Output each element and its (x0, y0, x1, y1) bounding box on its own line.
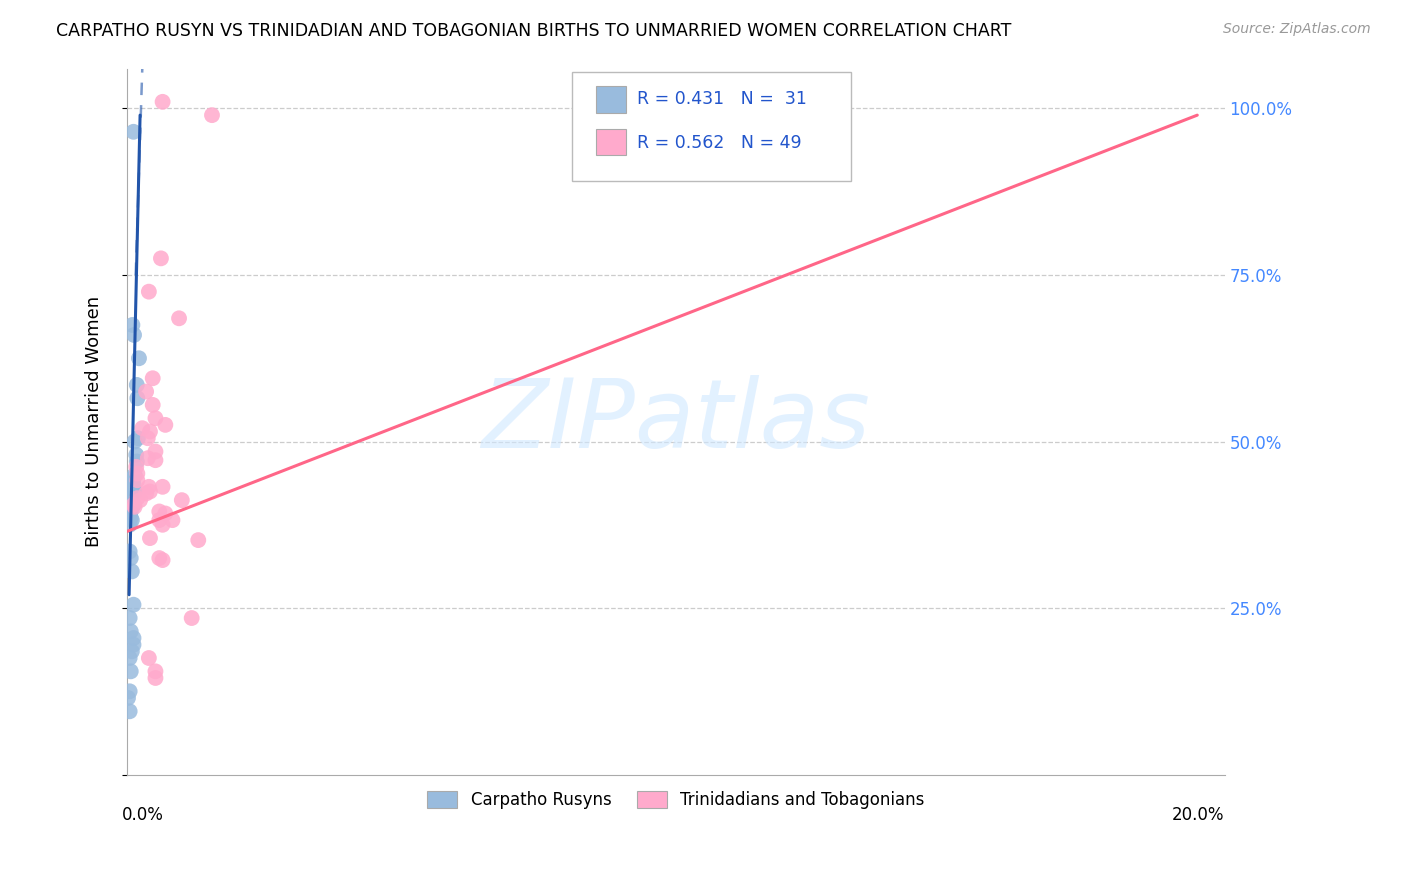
Point (148, 504, 170, 518)
Bar (596, 128, 627, 155)
Point (122, 328, 145, 343)
Point (180, 611, 202, 625)
Point (127, 491, 149, 505)
Point (120, 511, 142, 525)
Point (142, 371, 165, 385)
Point (122, 638, 145, 652)
FancyBboxPatch shape (571, 72, 852, 181)
Point (122, 498, 145, 512)
Point (121, 480, 143, 494)
Point (139, 425, 162, 439)
Point (124, 484, 146, 499)
Point (117, 690, 139, 705)
Point (118, 544, 141, 558)
Point (121, 565, 143, 579)
Point (162, 513, 184, 527)
Legend: Carpatho Rusyns, Trinidadians and Tobagonians: Carpatho Rusyns, Trinidadians and Tobago… (420, 784, 931, 815)
Point (167, 311, 190, 326)
Point (125, 378, 148, 392)
Point (121, 488, 143, 502)
Point (152, 95, 174, 109)
Point (118, 611, 141, 625)
Point (121, 475, 143, 489)
Point (145, 444, 167, 458)
Point (138, 480, 160, 494)
Point (139, 484, 162, 499)
Point (120, 504, 142, 518)
Point (127, 467, 149, 481)
Point (135, 384, 157, 399)
Text: R = 0.431   N =  31: R = 0.431 N = 31 (637, 90, 807, 108)
Point (138, 285, 160, 299)
Point (122, 498, 145, 512)
Text: 0.0%: 0.0% (121, 806, 163, 824)
Point (118, 508, 141, 522)
Text: R = 0.562   N = 49: R = 0.562 N = 49 (637, 134, 801, 152)
Point (118, 704, 141, 718)
Point (121, 644, 143, 658)
Point (118, 684, 141, 698)
Point (121, 513, 143, 527)
Point (125, 459, 148, 474)
Point (124, 467, 146, 482)
Point (128, 351, 150, 366)
Point (155, 507, 177, 521)
Text: CARPATHO RUSYN VS TRINIDADIAN AND TOBAGONIAN BIRTHS TO UNMARRIED WOMEN CORRELATI: CARPATHO RUSYN VS TRINIDADIAN AND TOBAGO… (56, 22, 1011, 40)
Point (122, 125, 145, 139)
Point (155, 417, 177, 432)
Point (145, 671, 167, 685)
Point (152, 553, 174, 567)
Point (120, 624, 142, 639)
Point (120, 551, 142, 566)
Point (152, 517, 174, 532)
Point (149, 252, 172, 266)
Point (125, 448, 148, 462)
Point (118, 517, 141, 532)
Point (138, 651, 160, 665)
Point (136, 431, 159, 445)
Point (122, 478, 145, 492)
Point (142, 398, 165, 412)
Point (139, 531, 162, 545)
Point (118, 651, 141, 665)
Point (145, 411, 167, 425)
Point (187, 533, 209, 548)
Point (148, 513, 170, 527)
Point (131, 421, 153, 435)
Text: Source: ZipAtlas.com: Source: ZipAtlas.com (1223, 22, 1371, 37)
Point (201, 108, 224, 122)
Point (121, 318, 143, 332)
Point (127, 431, 149, 445)
Y-axis label: Births to Unmarried Women: Births to Unmarried Women (86, 296, 103, 547)
Point (135, 486, 157, 500)
Point (124, 500, 146, 514)
Point (120, 491, 142, 505)
Point (122, 598, 145, 612)
Point (122, 631, 145, 645)
Point (127, 473, 149, 487)
Point (122, 471, 145, 485)
Point (170, 493, 193, 508)
Point (125, 454, 148, 468)
Point (127, 391, 149, 405)
Text: 20.0%: 20.0% (1173, 806, 1225, 824)
Bar (596, 87, 627, 113)
Point (124, 434, 146, 449)
Point (120, 665, 142, 679)
Point (148, 551, 170, 566)
Point (129, 493, 152, 508)
Point (120, 496, 142, 510)
Point (145, 665, 167, 679)
Point (136, 451, 159, 466)
Text: ZIPatlas: ZIPatlas (481, 375, 870, 468)
Point (152, 480, 174, 494)
Point (145, 453, 167, 467)
